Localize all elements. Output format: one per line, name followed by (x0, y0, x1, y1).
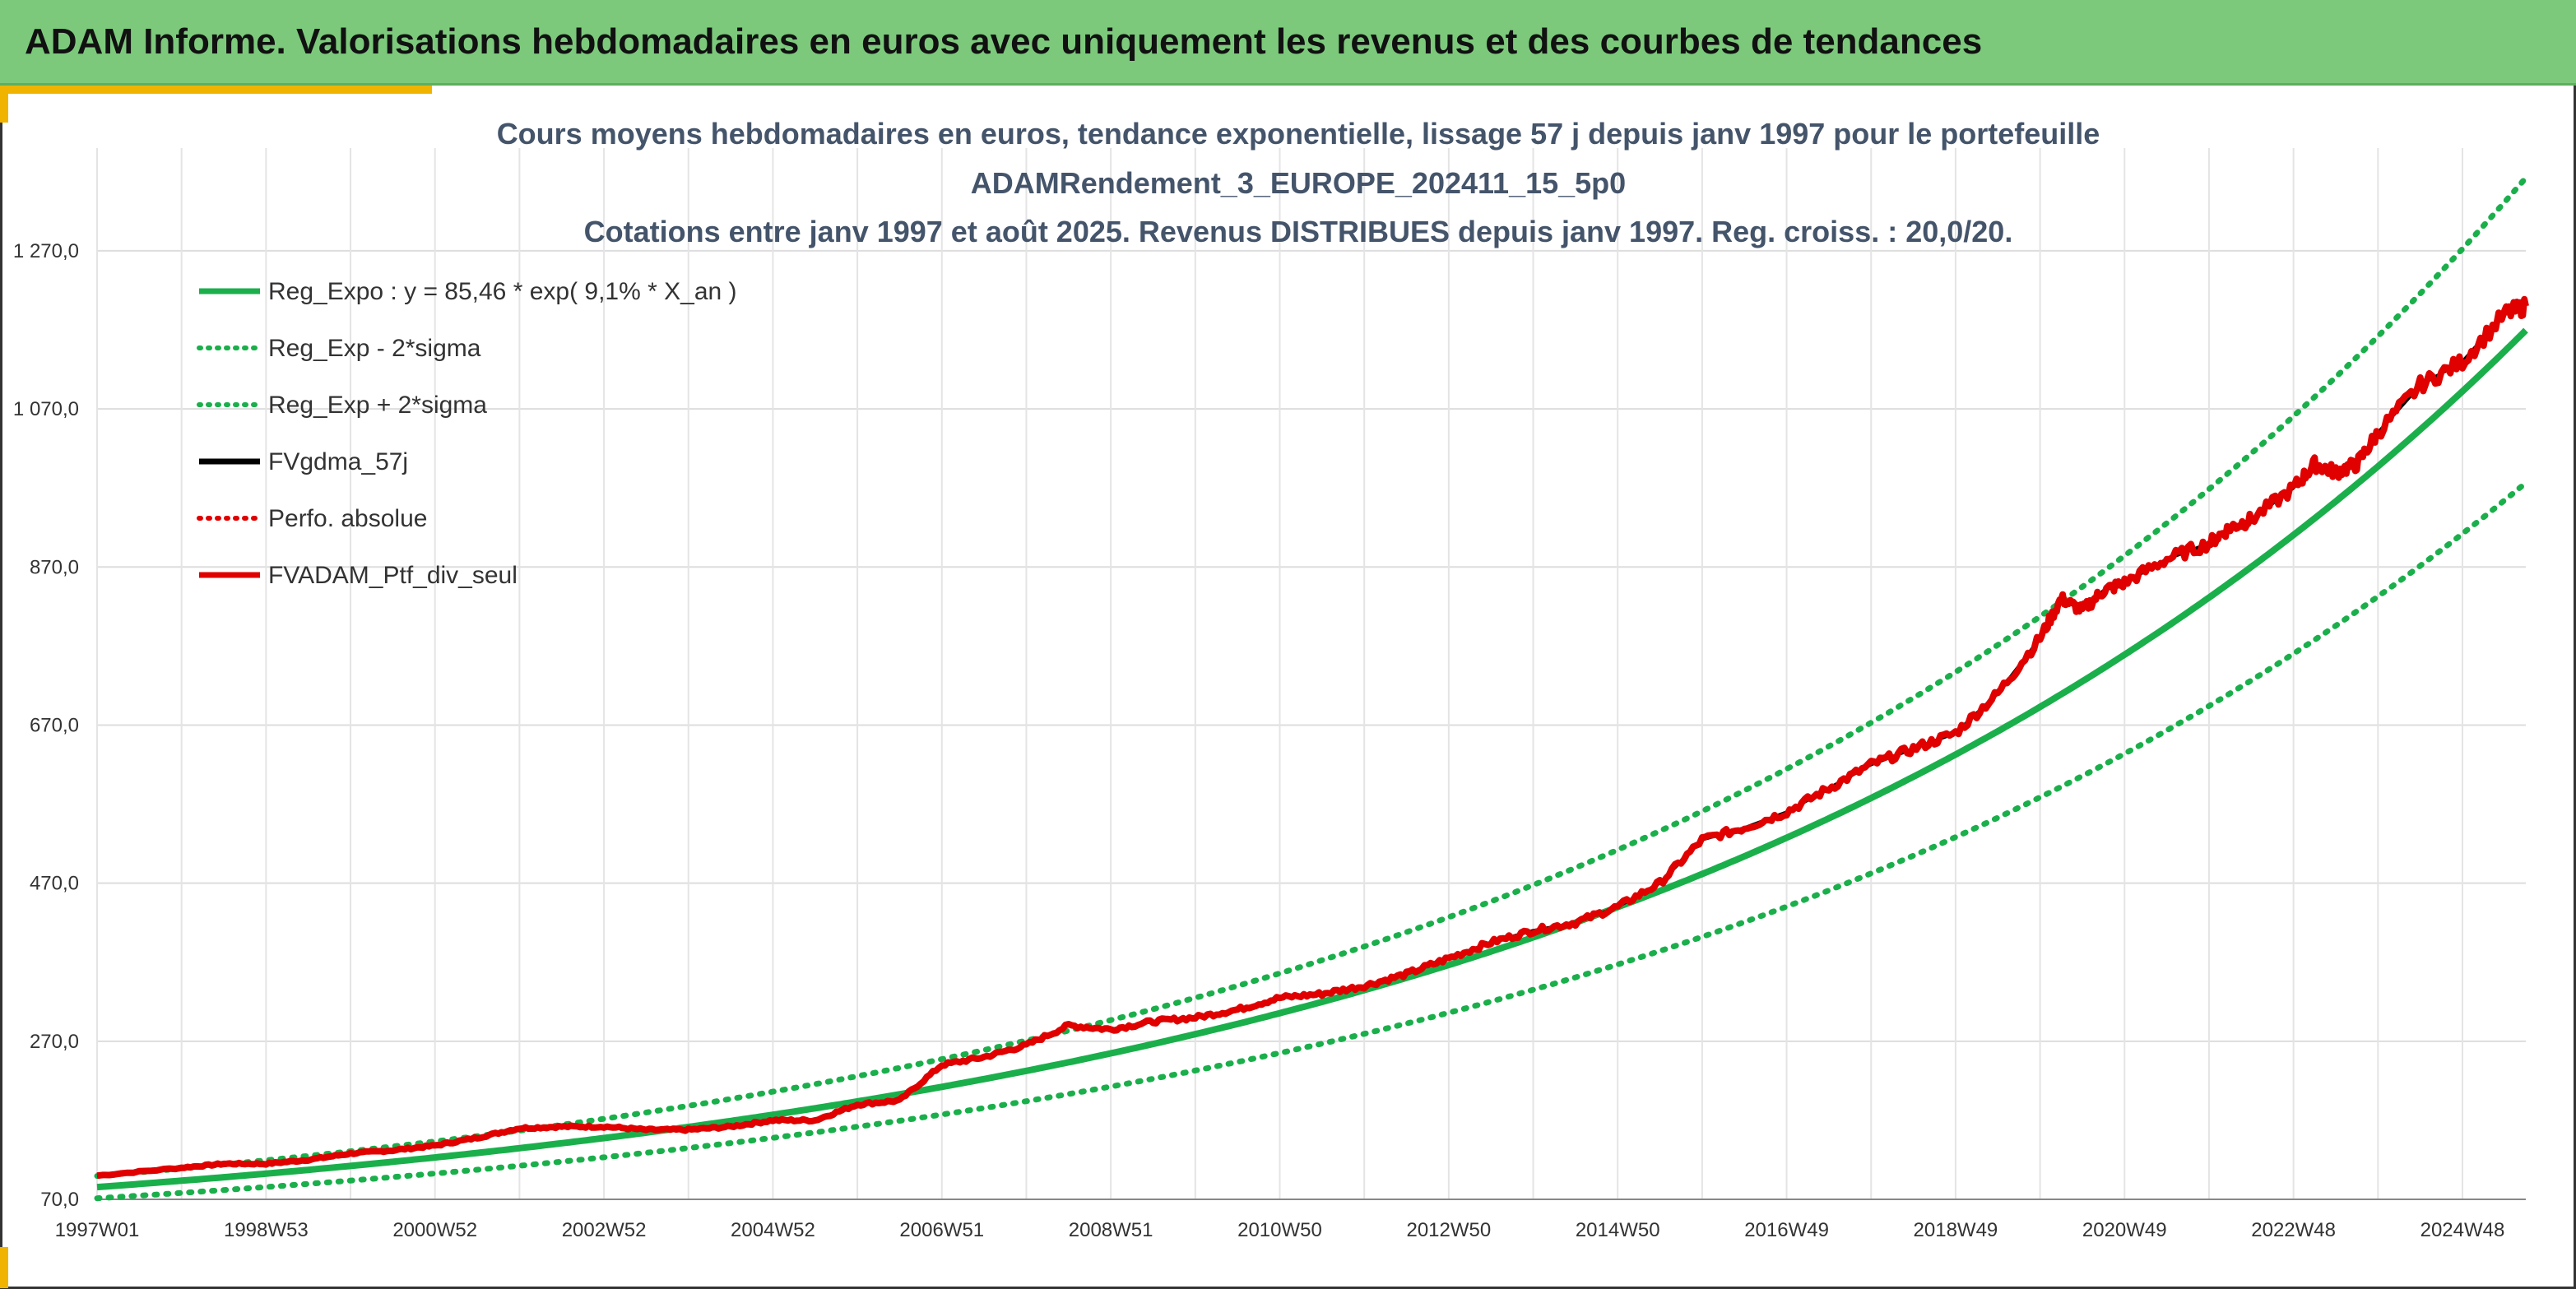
x-tick-label: 2004W52 (731, 1219, 815, 1241)
chart-title-line-3: Cotations entre janv 1997 et août 2025. … (584, 215, 2013, 248)
accent-bar-left-bottom (0, 1247, 8, 1288)
x-tick-label: 2010W50 (1237, 1219, 1322, 1241)
banner-title: ADAM Informe. Valorisations hebdomadaire… (25, 21, 1983, 62)
grid (96, 148, 2526, 1199)
x-tick-label: 2024W48 (2421, 1219, 2505, 1241)
legend-label: Perfo. absolue (268, 505, 427, 532)
reg-expo-line (96, 327, 2528, 1191)
x-tick-label: 2012W50 (1406, 1219, 1491, 1241)
chart-title-line-2: ADAMRendement_3_EUROPE_202411_15_5p0 (971, 166, 1626, 200)
x-tick-label: 1997W01 (55, 1219, 140, 1241)
x-tick-label: 2014W50 (1576, 1219, 1660, 1241)
chart-title: Cours moyens hebdomadaires en euros, ten… (497, 117, 2100, 248)
fvadam-ptf-div-seul-line (96, 295, 2529, 1180)
x-tick-label: 2022W48 (2251, 1219, 2336, 1241)
legend: Reg_Expo : y = 85,46 * exp( 9,1% * X_an … (197, 278, 737, 589)
legend-label: FVADAM_Ptf_div_seul (268, 562, 518, 589)
x-tick-label: 2020W49 (2082, 1219, 2167, 1241)
legend-label: Reg_Exp + 2*sigma (268, 392, 487, 419)
x-tick-label: 2008W51 (1069, 1219, 1153, 1241)
y-tick-label: 1 270,0 (13, 240, 79, 262)
chart-title-line-1: Cours moyens hebdomadaires en euros, ten… (497, 117, 2100, 151)
x-tick-label: 2006W51 (899, 1219, 984, 1241)
chart-frame (0, 86, 2576, 1289)
y-tick-label: 470,0 (30, 873, 79, 895)
accent-bar-left (0, 86, 8, 123)
axes: 70,0 270,0 470,0 670,0 870,0 1 070,0 1 270,0 19… (13, 240, 2526, 1241)
y-tick-label: 70,0 (40, 1189, 79, 1211)
x-tick-label: 2018W49 (1914, 1219, 1998, 1241)
series (94, 174, 2529, 1202)
x-tick-label: 2002W52 (562, 1219, 647, 1241)
reg-exp-minus-2sigma-line (94, 480, 2529, 1202)
y-tick-label: 870,0 (30, 556, 79, 578)
y-tick-label: 670,0 (30, 714, 79, 736)
header-banner: ADAM Informe. Valorisations hebdomadaire… (0, 0, 2576, 86)
legend-label: Reg_Exp - 2*sigma (268, 335, 481, 362)
x-tick-label: 1998W53 (224, 1219, 309, 1241)
x-tick-label: 2000W52 (392, 1219, 477, 1241)
y-tick-label: 1 070,0 (13, 398, 79, 420)
accent-bar-top (0, 86, 432, 94)
legend-label: FVgdma_57j (268, 448, 408, 475)
x-tick-label: 2016W49 (1744, 1219, 1829, 1241)
reg-exp-plus-2sigma-line (94, 174, 2529, 1180)
y-tick-label: 270,0 (30, 1031, 79, 1053)
legend-label: Reg_Expo : y = 85,46 * exp( 9,1% * X_an … (268, 278, 737, 305)
